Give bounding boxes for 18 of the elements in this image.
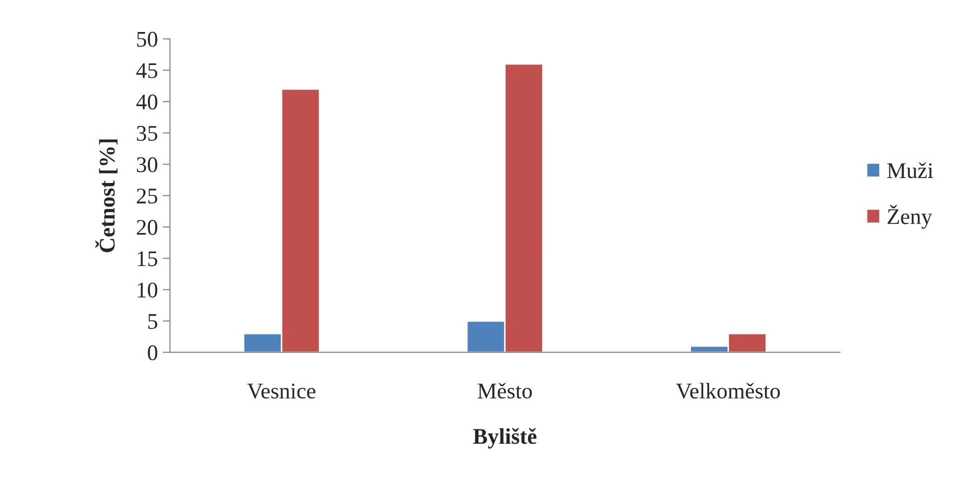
x-tick-label: Velkoměsto (676, 382, 780, 399)
x-axis-title: Byliště (473, 428, 536, 449)
y-axis-title: Četnost [%] (95, 140, 118, 252)
y-tick-label: 35 (136, 126, 158, 141)
y-tick-label: 45 (136, 63, 158, 78)
y-tick-label: 15 (138, 251, 158, 266)
x-tick-label: Vesnice (247, 384, 316, 399)
y-tick-label: 5 (148, 314, 158, 329)
y-tick-label: 0 (148, 345, 158, 360)
legend-label: Ženy (888, 204, 932, 229)
y-tick-label: 20 (136, 220, 158, 235)
y-tick-label: 30 (136, 157, 158, 172)
y-tick-label: 40 (136, 94, 158, 110)
y-tick-label: 50 (137, 32, 158, 47)
y-tick-label: 10 (138, 282, 158, 298)
y-tick-label: 25 (136, 188, 158, 204)
legend-label: Muži (887, 162, 934, 178)
x-tick-label: Město (478, 382, 532, 399)
